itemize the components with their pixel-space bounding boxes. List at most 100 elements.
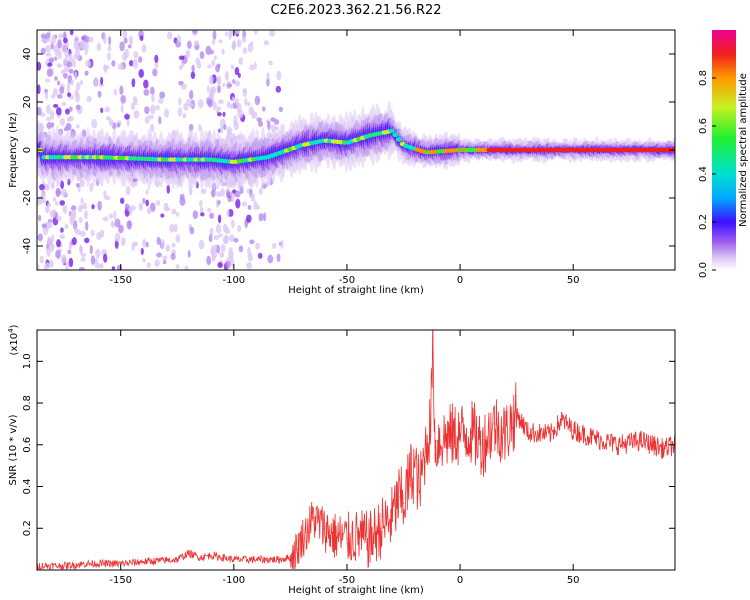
snr-data-point xyxy=(323,527,325,529)
snr-series-line xyxy=(37,330,675,570)
spectrogram-noise-speck xyxy=(120,104,124,113)
spectrogram-noise-speck xyxy=(117,63,124,70)
spectrogram-noise-speck xyxy=(56,63,63,68)
spectrogram-noise-speck xyxy=(165,244,171,252)
snr-data-point xyxy=(549,433,552,435)
spectrogram-noise-speck xyxy=(234,80,241,87)
snr-y-tick-label: 0.6 xyxy=(22,437,33,453)
spectrogram-noise-speck xyxy=(230,219,235,229)
spectrogram-noise-speck xyxy=(187,40,192,50)
snr-data-point xyxy=(640,440,642,442)
spectrogram-noise-speck xyxy=(234,66,240,76)
spectrogram-noise-speck xyxy=(46,68,53,77)
spectrogram-noise-speck xyxy=(177,107,183,117)
spectrogram-heat xyxy=(37,30,675,270)
spectrogram-noise-speck xyxy=(220,188,225,197)
spectrogram-noise-speck xyxy=(59,234,65,239)
spectrogram-noise-speck xyxy=(102,216,109,222)
colorbar-tick-label: 0.6 xyxy=(698,118,709,134)
spectrogram-noise-speck xyxy=(65,262,69,270)
spectrogram-noise-speck xyxy=(90,255,96,265)
spectrogram-noise-speck xyxy=(154,61,159,69)
spectrogram-noise-speck xyxy=(41,223,47,229)
spectrogram-noise-speck xyxy=(54,56,58,61)
spectrogram-noise-speck xyxy=(73,226,79,233)
spectrogram-noise-speck xyxy=(178,97,182,106)
spectrogram-noise-speck xyxy=(262,106,266,112)
snr-data-point xyxy=(516,412,518,415)
spectrogram-noise-speck xyxy=(60,69,66,75)
snr-data-point xyxy=(289,556,291,559)
spectrogram-noise-speck xyxy=(42,197,47,204)
spectrogram-noise-speck xyxy=(44,37,51,43)
spectrogram-noise-speck xyxy=(215,191,222,198)
snr-data-point xyxy=(380,527,382,529)
spectrogram-noise-speck xyxy=(254,95,261,106)
page-title: C2E6.2023.362.21.56.R22 xyxy=(270,3,441,18)
spectrogram-noise-speck xyxy=(94,76,98,87)
spectrogram-noise-speck xyxy=(78,267,85,270)
snr-data-point xyxy=(402,502,405,504)
spectrogram-noise-speck xyxy=(163,202,169,212)
snr-y-label: SNR (10 * v/v) xyxy=(8,414,19,485)
spectrogram-x-tick-label: -100 xyxy=(222,275,245,286)
spectrogram-noise-speck xyxy=(229,103,234,110)
snr-data-point xyxy=(414,465,416,467)
snr-multiplier: (x104) xyxy=(7,324,20,355)
spectrogram-noise-speck xyxy=(37,61,42,71)
snr-x-tick-label: 50 xyxy=(567,575,580,586)
snr-data-point xyxy=(430,423,432,425)
spectrogram-noise-speck xyxy=(39,184,45,191)
spectrogram-noise-speck xyxy=(120,94,127,104)
spectrogram-noise-speck xyxy=(139,35,144,41)
spectrogram-noise-speck xyxy=(232,79,236,84)
spectrogram-noise-speck xyxy=(276,70,282,81)
snr-data-point xyxy=(663,448,665,450)
spectrogram-noise-speck xyxy=(191,64,195,73)
spectrogram-noise-speck xyxy=(47,202,51,208)
spectrogram-noise-speck xyxy=(79,80,84,86)
spectrogram-noise-speck xyxy=(138,68,145,78)
spectrogram-noise-speck xyxy=(79,39,85,49)
spectrogram-noise-speck xyxy=(54,49,59,56)
spectrogram-noise-speck xyxy=(142,197,146,204)
spectrogram-noise-speck xyxy=(192,210,199,219)
spectrogram-noise-speck xyxy=(213,234,220,241)
snr-data-point xyxy=(561,419,563,421)
spectrogram-noise-speck xyxy=(47,236,52,246)
spectrogram-noise-speck xyxy=(253,61,257,70)
spectrogram-noise-speck xyxy=(210,49,214,55)
spectrogram-noise-speck xyxy=(61,188,67,197)
colorbar-gradient xyxy=(712,30,736,270)
spectrogram-noise-speck xyxy=(52,196,56,202)
spectrogram-noise-speck xyxy=(75,92,81,103)
spectrogram-noise-speck xyxy=(78,204,84,210)
spectrogram-noise-speck xyxy=(189,89,194,100)
spectrogram-noise-speck xyxy=(229,30,234,37)
spectrogram-noise-speck xyxy=(124,203,130,211)
spectrogram-noise-speck xyxy=(60,227,64,233)
spectrogram-noise-speck xyxy=(55,249,61,259)
spectrogram-noise-speck xyxy=(178,55,185,61)
spectrogram-x-tick-label: 50 xyxy=(567,275,580,286)
spectrogram-noise-speck xyxy=(113,210,117,220)
snr-data-point xyxy=(425,444,427,446)
spectrogram-noise-speck xyxy=(232,39,237,50)
snr-data-point xyxy=(296,548,298,550)
spectrogram-noise-speck xyxy=(156,252,162,258)
spectrogram-noise-speck xyxy=(44,205,50,214)
spectrogram-noise-speck xyxy=(45,52,52,57)
spectrogram-noise-speck xyxy=(145,189,149,195)
spectrogram-noise-speck xyxy=(163,108,170,118)
spectrogram-noise-speck xyxy=(142,238,147,248)
snr-data-point xyxy=(398,496,400,498)
spectrogram-noise-speck xyxy=(144,116,150,124)
spectrogram-noise-speck xyxy=(222,111,226,117)
snr-y-tick-label: 0.4 xyxy=(22,479,33,495)
spectrogram-noise-speck xyxy=(161,238,165,249)
spectrogram-noise-speck xyxy=(244,97,248,107)
spectrogram-noise-speck xyxy=(159,91,166,99)
spectrogram-noise-speck xyxy=(226,83,233,88)
spectrogram-noise-speck xyxy=(104,106,111,113)
spectrogram-noise-speck xyxy=(216,112,222,117)
